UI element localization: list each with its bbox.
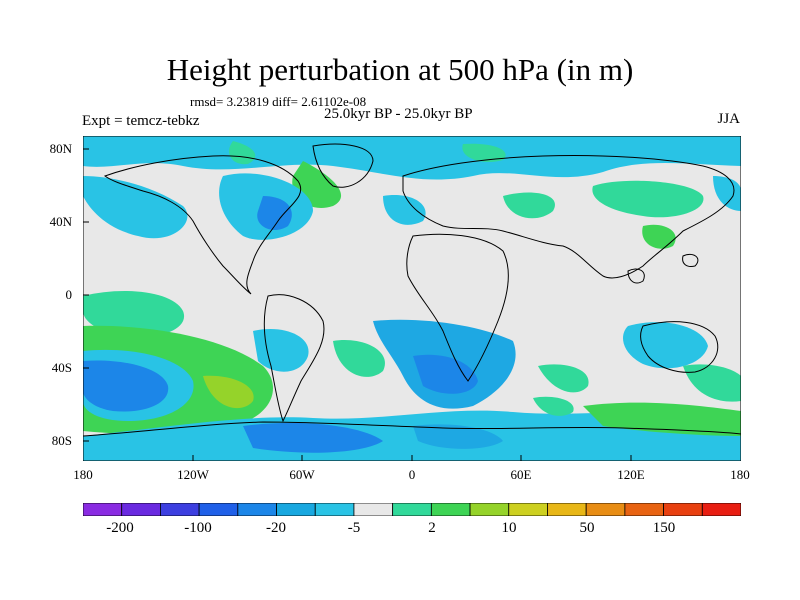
x-tick-0: 0 xyxy=(408,467,416,482)
colorbar-swatch xyxy=(624,503,664,516)
x-tick-60w: 60W xyxy=(289,467,315,482)
legend-label-1: -200 xyxy=(106,520,134,536)
x-tick-180e: 180 xyxy=(730,467,750,482)
stats-subtitle: rmsd= 3.23819 diff= 2.61102e-08 xyxy=(190,94,367,109)
colorbar-swatch xyxy=(430,503,471,516)
y-tick-40n: 40N xyxy=(49,214,72,229)
y-tick-40s: 40S xyxy=(51,360,72,375)
axis-ticks xyxy=(83,148,632,461)
colorbar-swatch xyxy=(392,503,432,516)
period-subtitle: 25.0kyr BP - 25.0kyr BP xyxy=(324,106,473,122)
colorbar-swatch xyxy=(585,503,626,516)
legend-label-5: 2 xyxy=(428,520,436,536)
legend-label-3: -20 xyxy=(266,520,286,536)
colorbar-swatch xyxy=(508,503,548,516)
legend-label-8: 150 xyxy=(652,520,676,536)
contour-fills xyxy=(83,136,741,461)
y-tick-80n: 80N xyxy=(49,141,72,156)
colorbar-swatch xyxy=(160,503,200,516)
map-panel xyxy=(83,136,741,461)
y-tick-80s: 80S xyxy=(51,433,72,448)
y-tick-0: 0 xyxy=(65,287,73,302)
x-tick-60e: 60E xyxy=(510,467,532,482)
colorbar-swatch xyxy=(663,503,703,516)
x-tick-120e: 120E xyxy=(617,467,645,482)
season-label: JJA xyxy=(717,111,740,127)
colorbar-swatch xyxy=(83,503,123,516)
colorbar-swatch xyxy=(276,503,316,516)
colorbar-swatch xyxy=(353,503,394,516)
colorbar-swatch xyxy=(237,503,277,516)
coastlines xyxy=(83,143,741,437)
legend-label-4: -5 xyxy=(347,520,361,536)
x-tick-120w: 120W xyxy=(177,467,209,482)
colorbar-swatch xyxy=(701,503,741,516)
colorbar-swatch xyxy=(469,503,510,516)
legend-label-7: 50 xyxy=(579,520,595,536)
experiment-label: Expt = temcz-tebkz xyxy=(82,113,200,129)
colorbar-swatch xyxy=(198,503,239,516)
colorbar xyxy=(83,503,741,516)
colorbar-swatch xyxy=(121,503,161,516)
x-tick-180w: 180 xyxy=(73,467,93,482)
legend-label-6: 10 xyxy=(501,520,517,536)
colorbar-swatch xyxy=(314,503,355,516)
map-title: Height perturbation at 500 hPa (in m) xyxy=(166,52,634,87)
colorbar-swatch xyxy=(547,503,587,516)
legend-label-2: -100 xyxy=(184,520,212,536)
